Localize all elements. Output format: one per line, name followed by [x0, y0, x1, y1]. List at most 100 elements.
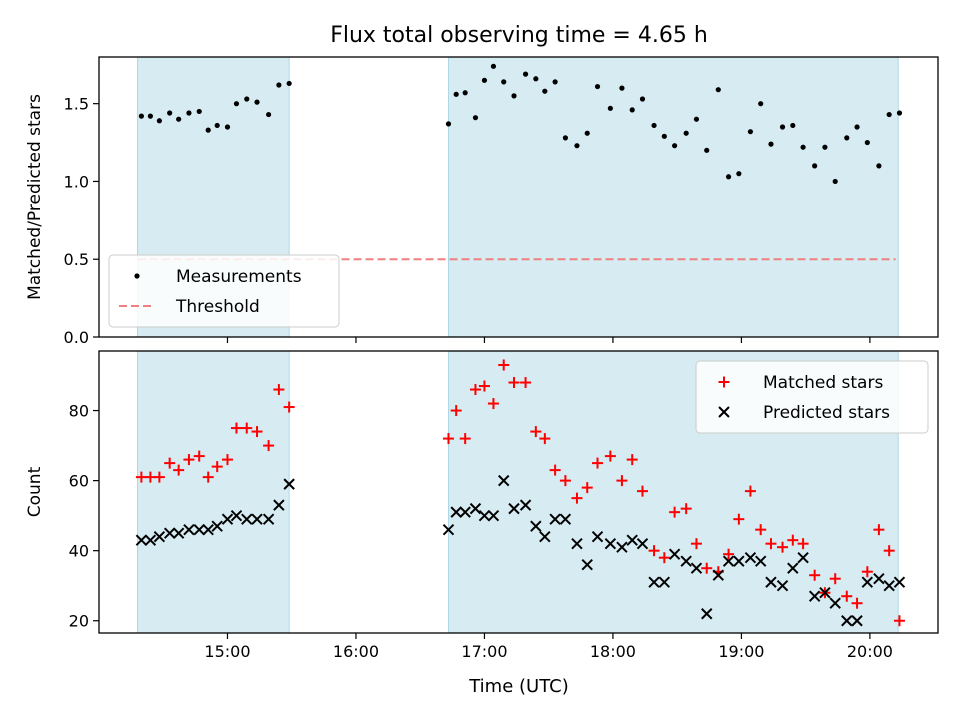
- measurement-point: [522, 71, 529, 77]
- matched-star-point: [202, 471, 214, 483]
- matched-star-point: [626, 454, 638, 466]
- legend-label: Predicted stars: [763, 403, 890, 423]
- measurement-point: [214, 122, 220, 129]
- panel0-legend: Measurements Threshold: [108, 254, 340, 328]
- matched-star-point: [221, 454, 233, 466]
- measurement-point: [886, 111, 892, 118]
- x-stroke: [861, 576, 874, 588]
- matched-star-point: [851, 597, 863, 609]
- predicted-star-point: [776, 580, 789, 592]
- predicted-star-point: [722, 555, 735, 567]
- predicted-star-point: [202, 523, 214, 536]
- x-stroke: [648, 576, 660, 588]
- matched-star-point: [658, 552, 670, 564]
- matched-star-point: [873, 524, 885, 536]
- panel1-observing-interval: [137, 350, 290, 634]
- measurement-point: [445, 121, 452, 127]
- x-stroke: [841, 615, 853, 627]
- matched-star-point: [616, 475, 628, 487]
- predicted-star-point: [680, 555, 692, 567]
- matched-star-point: [549, 464, 561, 476]
- x-stroke: [230, 509, 243, 522]
- predicted-star-point: [283, 478, 295, 490]
- predicted-star-point: [498, 474, 510, 487]
- chart-title: Flux total observing time = 4.65 h: [330, 23, 708, 48]
- matched-star-point: [841, 590, 853, 602]
- predicted-star-point: [183, 523, 195, 536]
- measurement-point: [501, 79, 507, 85]
- predicted-star-point: [262, 513, 275, 525]
- measurement-point: [533, 76, 539, 82]
- measurement-point: [196, 108, 202, 115]
- predicted-star-point: [442, 523, 455, 536]
- measurement-point: [562, 135, 568, 141]
- x-stroke: [153, 530, 166, 543]
- measurement-point: [472, 115, 479, 121]
- legend-label: Matched stars: [763, 373, 883, 393]
- x-stroke: [851, 615, 863, 627]
- x-stroke: [241, 513, 253, 525]
- matched-star-point: [744, 485, 756, 497]
- measurement-point: [552, 79, 558, 85]
- matched-star-point: [765, 538, 777, 550]
- measurement-point: [453, 91, 459, 97]
- legend-label: Threshold: [175, 297, 260, 317]
- matched-star-point: [829, 573, 841, 585]
- measurement-point: [594, 83, 601, 90]
- x-stroke: [498, 474, 510, 487]
- x-stroke: [581, 558, 593, 571]
- x-stroke: [508, 502, 520, 515]
- matched-star-point: [893, 615, 905, 627]
- x-stroke: [829, 597, 841, 609]
- predicted-star-point: [861, 576, 874, 588]
- x-stroke: [135, 534, 148, 546]
- x-stroke: [183, 523, 195, 536]
- measurement-point: [768, 141, 774, 147]
- measurement-point: [607, 105, 613, 111]
- x-stroke: [559, 513, 572, 525]
- matched-star-point: [498, 359, 510, 371]
- predicted-star-point: [893, 576, 906, 588]
- measurement-point: [167, 110, 173, 116]
- x-stroke: [733, 555, 745, 567]
- matched-star-point: [797, 538, 809, 550]
- measurement-point: [176, 116, 182, 122]
- predicted-star-point: [591, 530, 604, 543]
- measurement-point: [864, 139, 870, 146]
- predicted-star-point: [450, 506, 462, 518]
- matched-star-point: [478, 380, 490, 392]
- matched-star-point: [733, 513, 745, 525]
- matched-star-point: [211, 461, 223, 473]
- predicted-star-point: [519, 499, 532, 511]
- predicted-star-point: [626, 534, 638, 546]
- x-stroke: [873, 572, 885, 585]
- predicted-star-point: [712, 569, 724, 581]
- x-tick-label: 19:00: [718, 642, 764, 661]
- x-stroke: [163, 527, 176, 539]
- predicted-star-point: [221, 513, 234, 525]
- measurement-point: [779, 124, 786, 130]
- x-stroke: [172, 527, 185, 539]
- predicted-star-point: [581, 558, 593, 571]
- x-tick-label: 15:00: [204, 642, 250, 661]
- measurement-point: [725, 174, 732, 180]
- x-stroke: [690, 562, 703, 574]
- x-stroke: [539, 530, 551, 543]
- measurement-point: [844, 135, 850, 141]
- x-stroke: [251, 513, 263, 525]
- measurement-point: [254, 99, 260, 105]
- predicted-star-point: [829, 597, 841, 609]
- measurement-point: [693, 116, 700, 122]
- matched-star-point: [230, 422, 242, 434]
- measurement-point: [481, 77, 488, 83]
- measurement-point: [286, 80, 292, 87]
- matched-star-point: [263, 440, 275, 452]
- predicted-star-point: [539, 530, 551, 543]
- matched-star-point: [571, 492, 583, 504]
- predicted-star-point: [701, 608, 713, 620]
- legend-x-swatch: [718, 406, 730, 418]
- matched-star-point: [183, 454, 195, 466]
- x-tick-label: 20:00: [847, 642, 893, 661]
- matched-star-point: [469, 384, 481, 396]
- matched-star-point: [442, 433, 454, 445]
